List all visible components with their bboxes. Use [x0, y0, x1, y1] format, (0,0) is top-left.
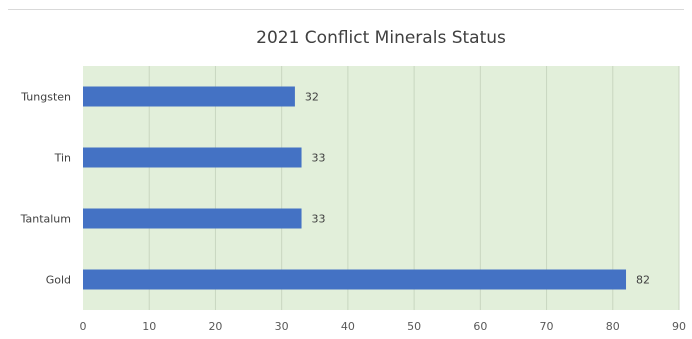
chart-top-border [8, 9, 684, 10]
bar-tungsten [83, 86, 295, 107]
x-tick-label: 50 [407, 320, 421, 333]
bar-tin [83, 147, 302, 168]
bar-gold [83, 269, 627, 290]
x-tick-label: 70 [540, 320, 554, 333]
category-label: Gold [46, 274, 71, 287]
x-tick-label: 60 [473, 320, 487, 333]
x-tick-label: 30 [275, 320, 289, 333]
category-label: Tantalum [20, 213, 71, 226]
category-label: Tungsten [20, 91, 71, 104]
x-tick-label: 80 [606, 320, 620, 333]
x-tick-label: 0 [80, 320, 87, 333]
category-label: Tin [54, 152, 71, 165]
x-tick-label: 40 [341, 320, 355, 333]
data-label: 82 [636, 274, 650, 287]
plot-area [83, 66, 679, 310]
data-label: 32 [305, 91, 319, 104]
chart-title: 2021 Conflict Minerals Status [256, 28, 506, 48]
data-label: 33 [312, 213, 326, 226]
x-tick-label: 90 [672, 320, 686, 333]
data-label: 33 [312, 152, 326, 165]
x-tick-label: 20 [208, 320, 222, 333]
bar-tantalum [83, 208, 302, 229]
x-tick-label: 10 [142, 320, 156, 333]
